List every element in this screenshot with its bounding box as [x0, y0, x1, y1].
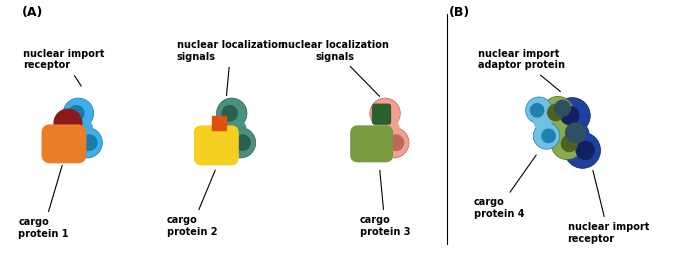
Text: cargo
protein 3: cargo protein 3 — [360, 170, 410, 237]
Circle shape — [554, 100, 571, 116]
Ellipse shape — [226, 120, 245, 136]
Circle shape — [63, 98, 94, 128]
Circle shape — [564, 132, 600, 168]
Circle shape — [225, 127, 256, 158]
Ellipse shape — [380, 120, 399, 136]
Circle shape — [370, 98, 400, 128]
Ellipse shape — [552, 119, 573, 137]
Circle shape — [69, 106, 84, 121]
Circle shape — [526, 97, 552, 124]
Circle shape — [554, 98, 590, 134]
Circle shape — [561, 135, 577, 151]
Ellipse shape — [566, 123, 589, 143]
Circle shape — [235, 135, 250, 150]
Text: cargo
protein 1: cargo protein 1 — [18, 165, 69, 239]
FancyBboxPatch shape — [351, 126, 392, 162]
Circle shape — [533, 123, 560, 149]
Circle shape — [216, 98, 247, 128]
Text: nuclear import
adaptor protein: nuclear import adaptor protein — [479, 49, 565, 92]
Text: cargo
protein 2: cargo protein 2 — [167, 170, 218, 237]
FancyBboxPatch shape — [372, 104, 391, 124]
Text: nuclear localization
signals: nuclear localization signals — [176, 40, 285, 95]
Circle shape — [531, 104, 544, 117]
Circle shape — [548, 104, 564, 120]
Ellipse shape — [535, 116, 551, 130]
Circle shape — [222, 106, 237, 121]
Ellipse shape — [73, 120, 93, 136]
Text: (B): (B) — [449, 6, 470, 19]
Text: nuclear localization
signals: nuclear localization signals — [281, 40, 389, 96]
Circle shape — [542, 129, 555, 142]
Text: nuclear import
receptor: nuclear import receptor — [568, 170, 649, 244]
Circle shape — [551, 127, 583, 159]
Circle shape — [379, 127, 409, 158]
Circle shape — [560, 107, 579, 125]
Circle shape — [72, 127, 102, 158]
Text: (A): (A) — [22, 6, 43, 19]
Text: nuclear import
receptor: nuclear import receptor — [24, 49, 105, 86]
Circle shape — [576, 141, 594, 159]
Text: cargo
protein 4: cargo protein 4 — [473, 155, 536, 219]
Circle shape — [542, 96, 574, 128]
Circle shape — [375, 106, 391, 121]
Circle shape — [388, 135, 404, 150]
Circle shape — [566, 123, 585, 143]
FancyBboxPatch shape — [42, 125, 86, 163]
FancyBboxPatch shape — [195, 126, 238, 165]
Circle shape — [54, 109, 82, 137]
Circle shape — [82, 135, 97, 150]
